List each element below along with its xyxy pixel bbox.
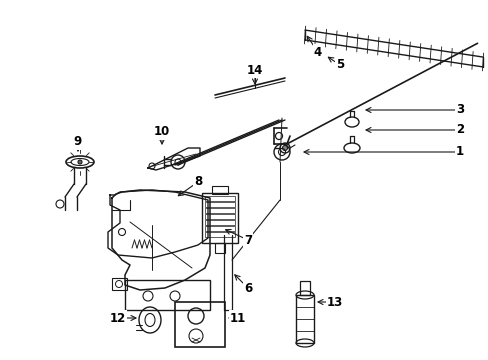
Text: 6: 6 xyxy=(244,282,252,294)
Bar xyxy=(204,232,235,237)
Text: 5: 5 xyxy=(335,58,344,72)
Text: 14: 14 xyxy=(246,63,263,77)
Bar xyxy=(204,208,235,213)
Bar xyxy=(204,196,235,201)
Bar xyxy=(204,214,235,219)
Bar xyxy=(204,226,235,231)
Text: 7: 7 xyxy=(244,234,251,247)
Bar xyxy=(204,202,235,207)
Text: 14: 14 xyxy=(246,63,263,77)
Bar xyxy=(125,280,209,310)
Text: 4: 4 xyxy=(313,45,322,58)
Bar xyxy=(112,278,127,290)
Bar xyxy=(295,295,313,343)
Text: 10: 10 xyxy=(154,126,170,139)
Circle shape xyxy=(282,145,287,150)
Bar xyxy=(202,193,238,243)
Text: 11: 11 xyxy=(229,311,245,324)
Circle shape xyxy=(78,160,82,164)
Text: 8: 8 xyxy=(193,175,202,189)
Bar xyxy=(212,186,227,194)
Text: 12: 12 xyxy=(110,311,126,324)
Bar xyxy=(175,302,224,347)
Text: 1: 1 xyxy=(455,145,463,158)
Text: 3: 3 xyxy=(455,104,463,117)
Bar xyxy=(215,243,224,253)
Bar xyxy=(299,281,309,295)
Text: 9: 9 xyxy=(74,135,82,148)
Text: 13: 13 xyxy=(326,296,343,309)
Bar xyxy=(204,220,235,225)
Text: 2: 2 xyxy=(455,123,463,136)
